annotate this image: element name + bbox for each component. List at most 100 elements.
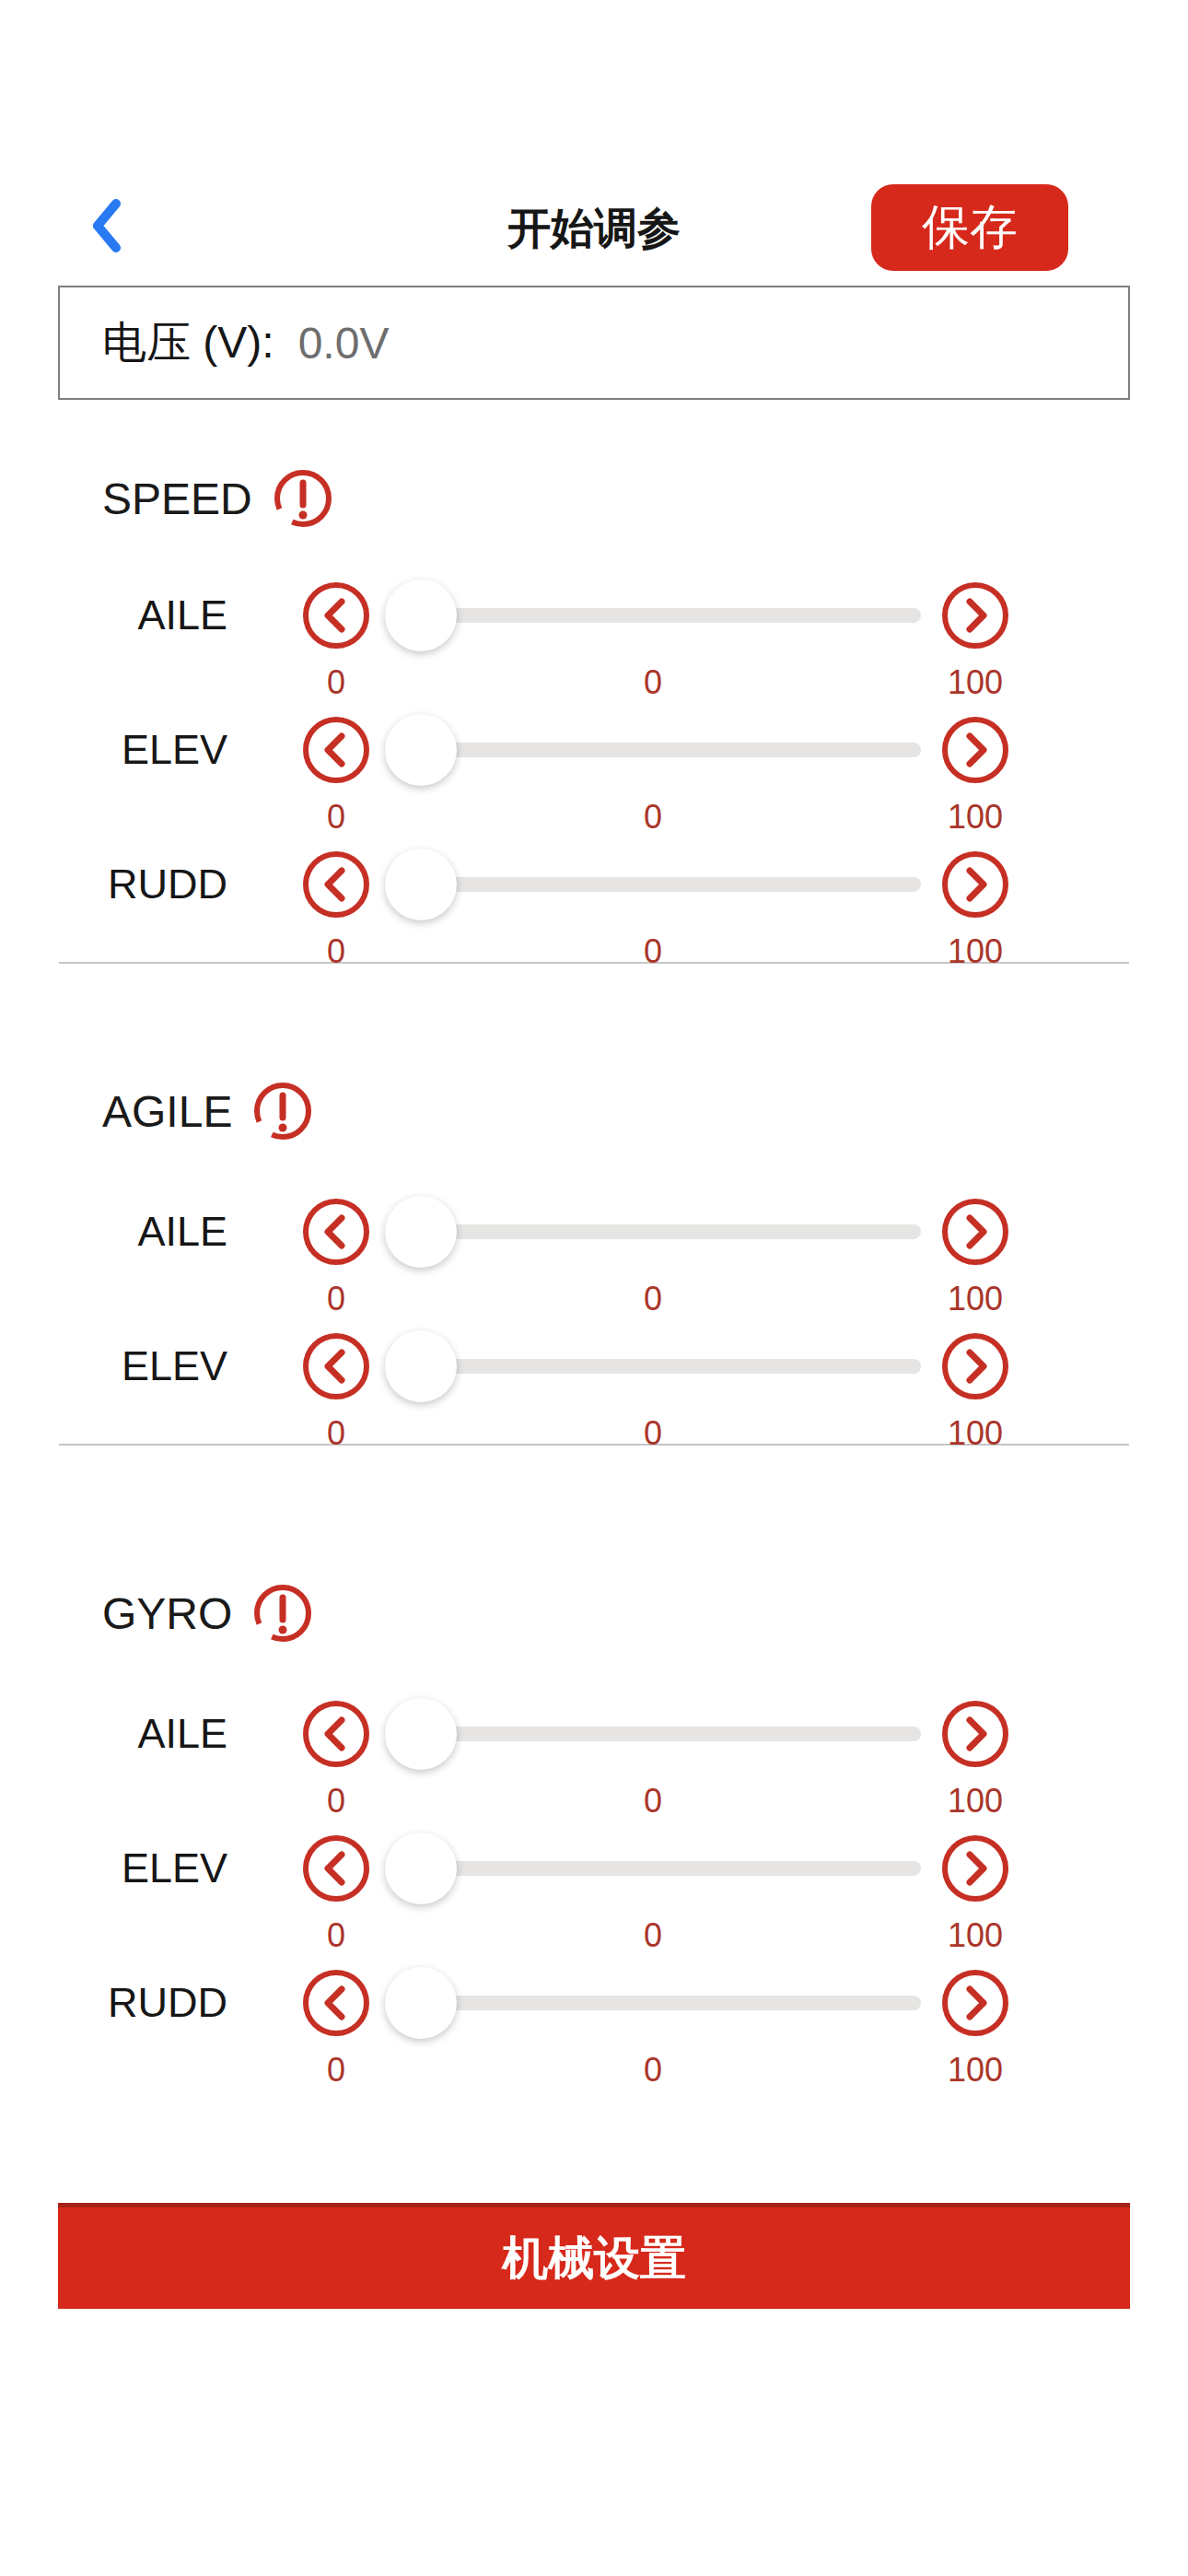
section-title: SPEED	[102, 474, 252, 524]
channel-row: ELEV 0 0 100	[0, 1318, 1188, 1453]
section-header: GYRO	[0, 1583, 1188, 1644]
min-value: 0	[303, 1414, 369, 1453]
increase-button[interactable]	[942, 1835, 1008, 1902]
mechanical-settings-button[interactable]: 机械设置	[58, 2203, 1130, 2309]
section: AGILE AILE	[0, 1081, 1188, 1446]
section: GYRO AILE	[0, 1583, 1188, 2090]
slider-thumb[interactable]	[385, 1832, 457, 1904]
slider-track[interactable]	[385, 877, 921, 892]
value-slider[interactable]	[385, 1955, 921, 2051]
slider-track[interactable]	[385, 608, 921, 623]
sections-container: SPEED AILE	[0, 468, 1188, 2090]
decrease-button[interactable]	[303, 851, 369, 918]
min-value: 0	[303, 932, 369, 971]
max-value: 100	[942, 1414, 1008, 1453]
min-value: 0	[303, 2051, 369, 2090]
current-value: 0	[385, 932, 921, 971]
channel-row: ELEV 0 0 100	[0, 1821, 1188, 1955]
value-slider[interactable]	[385, 1821, 921, 1916]
channel-label: AILE	[0, 1208, 227, 1256]
increase-button[interactable]	[942, 1701, 1008, 1767]
slider-track[interactable]	[385, 743, 921, 757]
voltage-label: 电压 (V):	[102, 313, 274, 372]
voltage-value: 0.0V	[298, 318, 390, 369]
current-value: 0	[385, 1414, 921, 1453]
slider-thumb[interactable]	[385, 714, 457, 786]
slider-thumb[interactable]	[385, 1967, 457, 2039]
current-value: 0	[385, 1782, 921, 1821]
section-header: SPEED	[0, 468, 1188, 529]
increase-button[interactable]	[942, 1970, 1008, 2036]
decrease-button[interactable]	[303, 1970, 369, 2036]
slider-thumb[interactable]	[385, 1330, 457, 1402]
decrease-button[interactable]	[303, 1199, 369, 1265]
slider-track[interactable]	[385, 1359, 921, 1374]
increase-button[interactable]	[942, 1333, 1008, 1399]
increase-button[interactable]	[942, 851, 1008, 918]
decrease-button[interactable]	[303, 1835, 369, 1902]
current-value: 0	[385, 1280, 921, 1318]
section-rows: AILE 0 0 100	[0, 1184, 1188, 1453]
channel-label: ELEV	[0, 1342, 227, 1390]
slider-thumb[interactable]	[385, 1196, 457, 1268]
channel-label: RUDD	[0, 861, 227, 908]
channel-label: AILE	[0, 1710, 227, 1758]
min-value: 0	[303, 1916, 369, 1955]
section: SPEED AILE	[0, 468, 1188, 964]
max-value: 100	[942, 1782, 1008, 1821]
channel-label: AILE	[0, 591, 227, 639]
section-rows: AILE 0 0 100	[0, 1686, 1188, 2090]
channel-row: AILE 0 0 100	[0, 1184, 1188, 1318]
channel-row: RUDD 0 0 100	[0, 837, 1188, 971]
slider-track[interactable]	[385, 1727, 921, 1741]
min-value: 0	[303, 798, 369, 837]
slider-thumb[interactable]	[385, 1698, 457, 1770]
value-slider[interactable]	[385, 837, 921, 932]
section-title: AGILE	[102, 1086, 232, 1137]
value-slider[interactable]	[385, 1686, 921, 1782]
decrease-button[interactable]	[303, 1701, 369, 1767]
slider-track[interactable]	[385, 1996, 921, 2010]
max-value: 100	[942, 1280, 1008, 1318]
max-value: 100	[942, 2051, 1008, 2090]
slider-thumb[interactable]	[385, 849, 457, 920]
channel-row: ELEV 0 0 100	[0, 702, 1188, 837]
slider-track[interactable]	[385, 1861, 921, 1876]
max-value: 100	[942, 932, 1008, 971]
warning-icon[interactable]	[252, 1583, 313, 1644]
slider-thumb[interactable]	[385, 580, 457, 651]
warning-icon[interactable]	[252, 1081, 313, 1142]
decrease-button[interactable]	[303, 582, 369, 649]
value-slider[interactable]	[385, 568, 921, 663]
decrease-button[interactable]	[303, 717, 369, 783]
header: 开始调参 保存	[0, 184, 1188, 273]
increase-button[interactable]	[942, 582, 1008, 649]
increase-button[interactable]	[942, 1199, 1008, 1265]
current-value: 0	[385, 798, 921, 837]
section-title: GYRO	[102, 1588, 232, 1639]
channel-row: RUDD 0 0 100	[0, 1955, 1188, 2090]
value-slider[interactable]	[385, 1184, 921, 1280]
min-value: 0	[303, 1280, 369, 1318]
channel-label: ELEV	[0, 726, 227, 774]
max-value: 100	[942, 798, 1008, 837]
channel-label: ELEV	[0, 1844, 227, 1892]
decrease-button[interactable]	[303, 1333, 369, 1399]
warning-icon[interactable]	[273, 468, 333, 529]
value-slider[interactable]	[385, 702, 921, 798]
section-header: AGILE	[0, 1081, 1188, 1142]
section-rows: AILE 0 0 100	[0, 568, 1188, 971]
channel-row: AILE 0 0 100	[0, 568, 1188, 702]
channel-row: AILE 0 0 100	[0, 1686, 1188, 1821]
save-button[interactable]: 保存	[871, 184, 1068, 271]
current-value: 0	[385, 1916, 921, 1955]
max-value: 100	[942, 663, 1008, 702]
tuning-page: 开始调参 保存 电压 (V): 0.0V SPEED AILE	[0, 184, 1188, 2576]
min-value: 0	[303, 1782, 369, 1821]
current-value: 0	[385, 663, 921, 702]
slider-track[interactable]	[385, 1224, 921, 1239]
current-value: 0	[385, 2051, 921, 2090]
increase-button[interactable]	[942, 717, 1008, 783]
value-slider[interactable]	[385, 1318, 921, 1414]
max-value: 100	[942, 1916, 1008, 1955]
